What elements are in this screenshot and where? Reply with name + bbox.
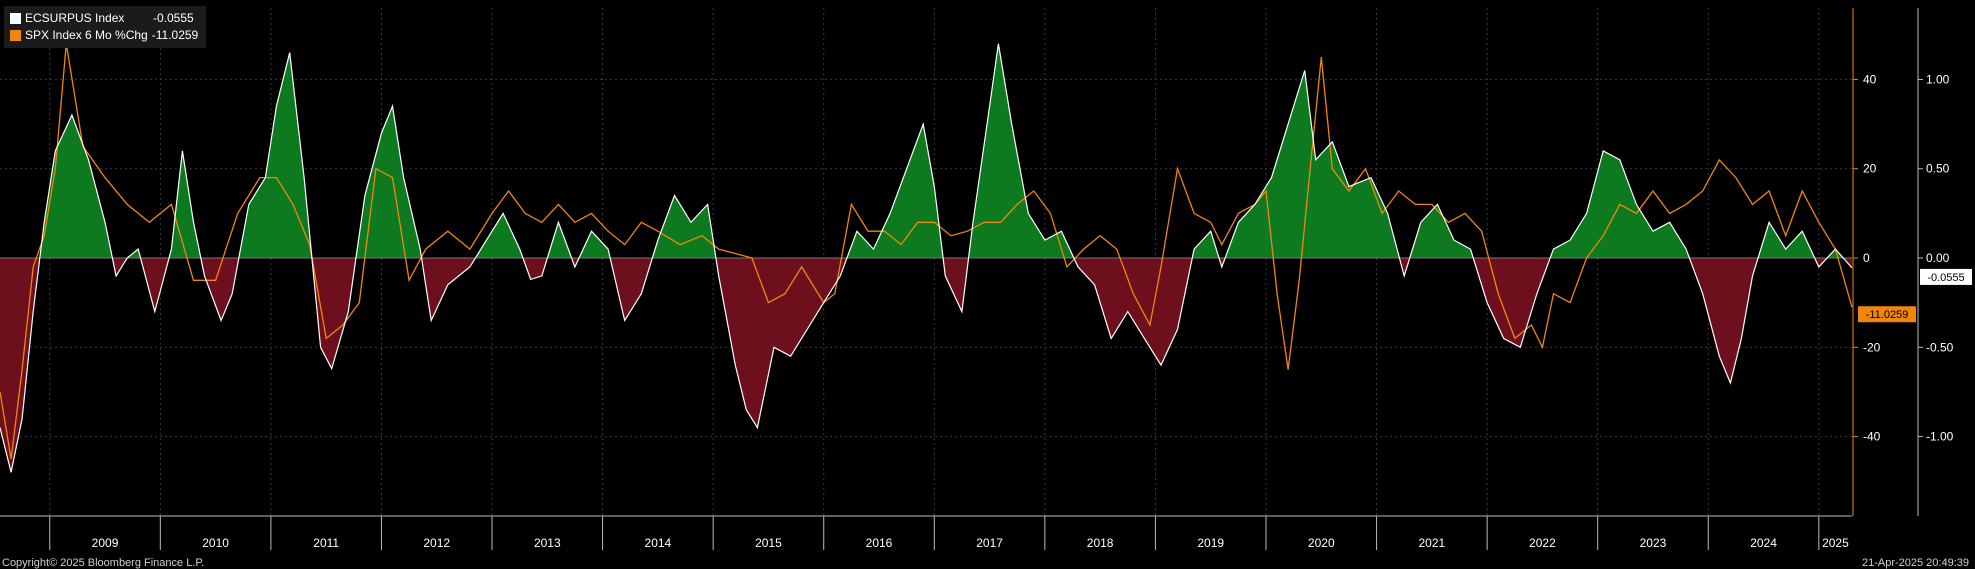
right-tick-label: 0.00 (1926, 251, 1950, 265)
x-tick-label: 2025 (1822, 536, 1849, 550)
x-tick-label: 2020 (1308, 536, 1335, 550)
last-value-tag-spx: -11.0259 (1858, 306, 1916, 323)
last-value-tag-surprise: -0.0555 (1920, 268, 1972, 285)
x-tick-label: 2014 (645, 536, 672, 550)
left-tick-label: 0 (1863, 251, 1870, 265)
legend-series1-name: ECSURPUS Index (25, 11, 125, 25)
legend-swatch-surprise (10, 13, 21, 24)
spx-6mo-line (0, 43, 1853, 460)
x-tick-label: 2011 (313, 536, 339, 550)
legend-row-surprise: ECSURPUS Index -0.0555 (10, 10, 198, 27)
right-tick-label: 1.00 (1926, 72, 1950, 86)
legend: ECSURPUS Index -0.0555 SPX Index 6 Mo %C… (4, 6, 207, 48)
legend-series2-value: -11.0259 (151, 28, 199, 42)
footer-timestamp: 21-Apr-2025 20:49:39 (1861, 557, 1969, 569)
x-tick-label: 2021 (1418, 536, 1445, 550)
grid-lines (0, 8, 1852, 516)
last-value-tag-surprise-label: -0.0555 (1927, 272, 1964, 284)
x-tick-label: 2022 (1529, 536, 1556, 550)
x-tick-label: 2017 (976, 536, 1003, 550)
legend-series2-name: SPX Index 6 Mo %Chg (25, 28, 148, 42)
right-tick-label: 0.50 (1926, 162, 1950, 176)
x-tick-label: 2015 (755, 536, 782, 550)
left-tick-label: 40 (1863, 72, 1877, 86)
x-tick-label: 2016 (866, 536, 893, 550)
x-tick-label: 2012 (423, 536, 450, 550)
footer-copyright: Copyright© 2025 Bloomberg Finance L.P. (2, 557, 205, 569)
x-tick-label: 2024 (1750, 536, 1777, 550)
x-tick-label: 2013 (534, 536, 561, 550)
left-tick-label: -20 (1863, 340, 1881, 354)
legend-row-spx: SPX Index 6 Mo %Chg -11.0259 (10, 27, 198, 44)
x-tick-label: 2010 (202, 536, 229, 550)
x-tick-label: 2019 (1197, 536, 1224, 550)
legend-swatch-spx (10, 30, 21, 41)
left-tick-label: -40 (1863, 430, 1881, 444)
last-value-tag-surprise-bg (1920, 268, 1972, 285)
left-tick-label: 20 (1863, 162, 1877, 176)
right-tick-label: -0.50 (1926, 340, 1954, 354)
last-value-tag-spx-label: -11.0259 (1866, 309, 1909, 321)
x-tick-label: 2023 (1640, 536, 1667, 550)
surprise-area-positive (0, 43, 1852, 258)
last-value-tag-spx-bg (1858, 306, 1916, 323)
x-tick-label: 2009 (92, 536, 119, 550)
surprise-index-line (0, 43, 1853, 473)
legend-series1-value: -0.0555 (153, 11, 194, 25)
x-tick-label: 2018 (1087, 536, 1114, 550)
right-tick-label: -1.00 (1926, 430, 1954, 444)
